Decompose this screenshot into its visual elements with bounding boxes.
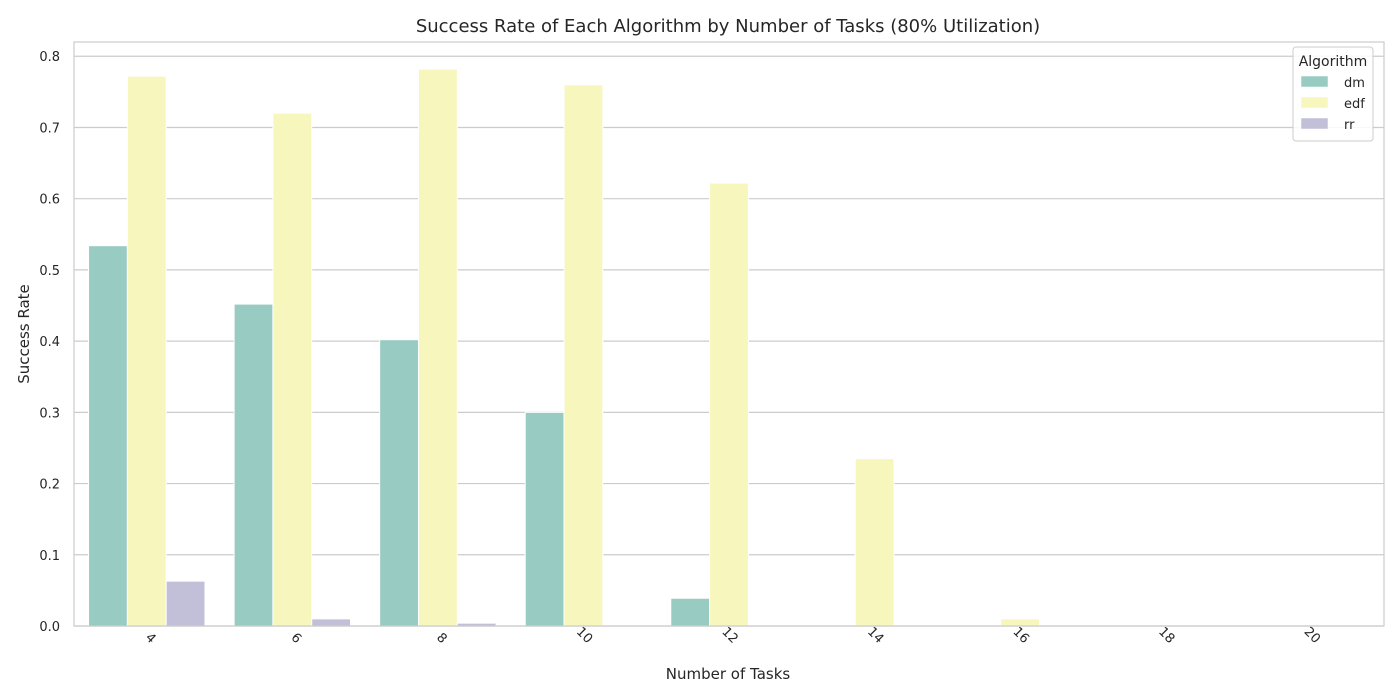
legend: Algorithm dm edf rr bbox=[1292, 46, 1374, 142]
x-tick-label: 14 bbox=[864, 625, 886, 647]
legend-label-rr: rr bbox=[1344, 118, 1355, 133]
x-tick-label: 16 bbox=[1010, 625, 1032, 647]
x-tick-label: 12 bbox=[718, 625, 740, 647]
y-axis-title: Success Rate bbox=[15, 284, 33, 384]
x-axis-title: Number of Tasks bbox=[666, 665, 791, 683]
legend-title: Algorithm bbox=[1299, 54, 1368, 70]
bar-edf-8 bbox=[417, 68, 458, 627]
plot-frame bbox=[73, 41, 1385, 627]
bar-edf-12 bbox=[709, 182, 749, 627]
x-tick-label: 6 bbox=[288, 630, 304, 646]
bar-rr-4 bbox=[165, 580, 206, 627]
bar-dm-10 bbox=[524, 411, 565, 627]
y-tick-label: 0.2 bbox=[39, 478, 60, 493]
legend-items: dm edf rr bbox=[1300, 75, 1365, 133]
x-tick-label: 18 bbox=[1155, 625, 1177, 647]
bar-edf-4 bbox=[126, 75, 167, 627]
legend-swatch-dm bbox=[1300, 75, 1329, 88]
legend-swatch-edf bbox=[1300, 96, 1329, 109]
chart-title: Success Rate of Each Algorithm by Number… bbox=[416, 16, 1040, 37]
x-tick-label: 10 bbox=[573, 625, 595, 647]
bar-dm-12 bbox=[670, 597, 711, 627]
x-axis-ticks: 4 6 8 10 12 14 16 18 20 bbox=[142, 625, 1323, 647]
y-tick-label: 0.3 bbox=[39, 406, 60, 421]
y-tick-label: 0.8 bbox=[39, 50, 60, 65]
bar-dm-6 bbox=[233, 303, 274, 627]
y-axis-ticks: 0.0 0.1 0.2 0.3 0.4 0.5 0.6 0.7 0.8 bbox=[39, 50, 60, 635]
y-tick-label: 0.1 bbox=[39, 549, 60, 564]
x-tick-label: 4 bbox=[142, 630, 158, 646]
y-tick-label: 0.4 bbox=[39, 335, 60, 350]
legend-label-edf: edf bbox=[1344, 97, 1365, 112]
y-tick-label: 0.0 bbox=[39, 620, 60, 635]
y-tick-label: 0.7 bbox=[39, 121, 60, 136]
bar-dm-8 bbox=[379, 339, 419, 627]
bar-edf-14 bbox=[854, 458, 895, 627]
bar-edf-6 bbox=[272, 112, 313, 627]
bar-dm-4 bbox=[88, 245, 128, 627]
x-tick-label: 8 bbox=[433, 630, 449, 646]
legend-swatch-rr bbox=[1300, 117, 1329, 130]
y-tick-label: 0.5 bbox=[39, 264, 60, 279]
y-tick-label: 0.6 bbox=[39, 193, 60, 208]
bars bbox=[88, 68, 1041, 627]
bar-edf-10 bbox=[563, 84, 604, 627]
legend-label-dm: dm bbox=[1344, 76, 1365, 91]
bar-rr-6 bbox=[311, 618, 352, 627]
x-tick-label: 20 bbox=[1301, 625, 1323, 647]
legend-box bbox=[1292, 46, 1374, 142]
